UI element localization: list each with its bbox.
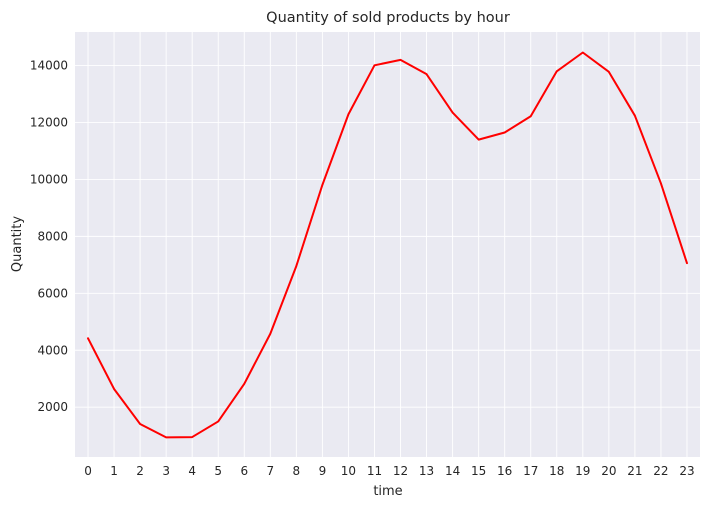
x-tick-label: 21 [627,464,642,478]
chart-title: Quantity of sold products by hour [266,10,510,26]
x-tick-label: 4 [188,464,196,478]
x-tick-label: 11 [367,464,382,478]
x-axis-label: time [373,484,402,499]
x-tick-label: 18 [549,464,564,478]
x-tick-label: 5 [214,464,222,478]
x-tick-label: 12 [393,464,408,478]
x-tick-label: 1 [110,464,118,478]
x-tick-label: 3 [162,464,170,478]
y-tick-label: 2000 [37,400,68,414]
x-tick-label: 19 [575,464,590,478]
x-tick-label: 2 [136,464,144,478]
x-tick-label: 8 [293,464,301,478]
y-tick-label: 10000 [30,172,68,186]
y-tick-label: 12000 [30,116,68,130]
x-tick-label: 10 [341,464,356,478]
x-tick-label: 7 [266,464,274,478]
x-tick-label: 23 [679,464,694,478]
y-tick-label: 14000 [30,59,68,73]
y-tick-label: 6000 [37,286,68,300]
x-tick-label: 6 [240,464,248,478]
x-tick-label: 16 [497,464,512,478]
x-tick-label: 22 [653,464,668,478]
series-layer [87,51,688,439]
y-axis-label: Quantity [10,216,25,272]
x-tick-label: 0 [84,464,92,478]
x-tick-label: 13 [419,464,434,478]
x-tick-label: 17 [523,464,538,478]
x-tick-label: 14 [445,464,460,478]
x-tick-label: 9 [319,464,327,478]
series-line [87,51,688,439]
y-tick-labels: 2000 4000 6000 8000 10000 12000 14000 [30,59,68,415]
x-tick-label: 15 [471,464,486,478]
plot-background [75,32,700,457]
y-tick-label: 4000 [37,343,68,357]
x-tick-labels: 0 1 2 3 4 5 6 7 8 9 10 11 12 13 14 15 16 17 18 19 20 21 22 23 [84,464,694,478]
y-tick-label: 8000 [37,229,68,243]
grid-lines [75,32,700,457]
x-tick-label: 20 [601,464,616,478]
